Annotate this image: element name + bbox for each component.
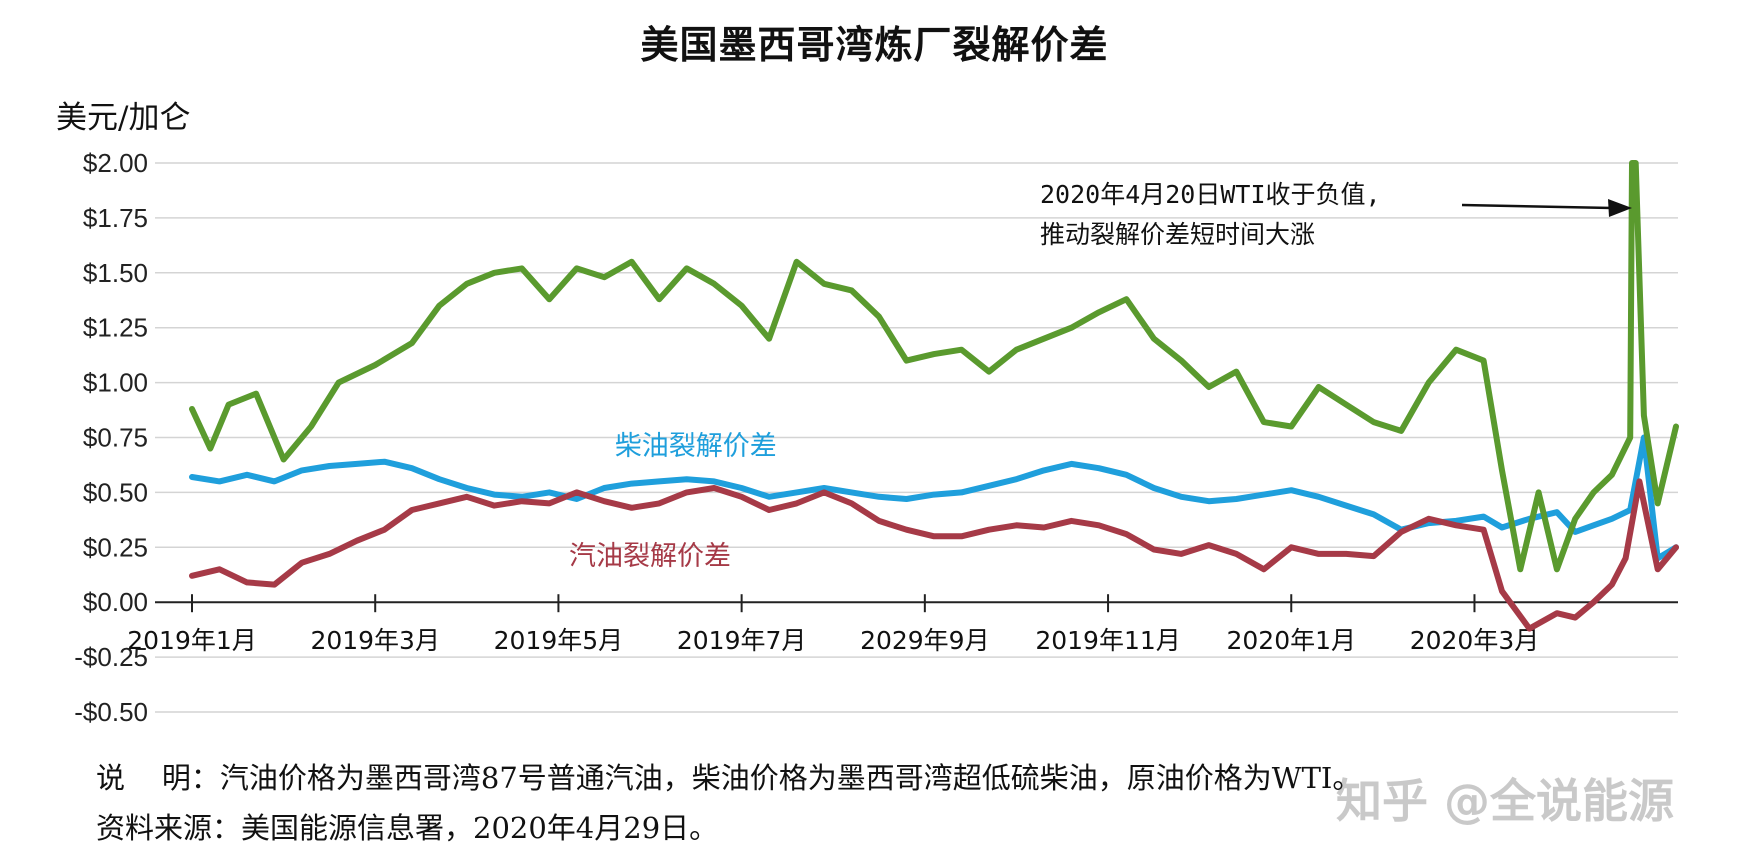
series-line-原油裂解价差 xyxy=(189,160,1679,573)
diesel-series-label: 柴油裂解价差 xyxy=(615,431,777,462)
y-tick-label: $1.75 xyxy=(83,203,148,233)
x-tick-label: 2019年7月 xyxy=(677,626,807,655)
x-tick-label: 2019年1月 xyxy=(127,626,257,655)
x-axis: 2019年1月 2019年3月 2019年5月 2019年7月 2029年9月 2019年… xyxy=(127,594,1678,655)
y-tick-label: $0.00 xyxy=(83,587,148,617)
series-line-柴油裂解价差 xyxy=(189,434,1679,562)
annotation-line-1: 2020年4月20日WTI收于负值, xyxy=(1040,180,1381,209)
gridlines xyxy=(155,162,1678,713)
x-tick-label: 2019年11月 xyxy=(1035,626,1180,655)
y-tick-label: -$0.25 xyxy=(74,642,148,672)
y-tick-label: $2.00 xyxy=(83,148,148,178)
series-lines xyxy=(189,160,1679,632)
chart-title: 美国墨西哥湾炼厂裂解价差 xyxy=(640,23,1109,67)
annotation-arrow-head xyxy=(1608,199,1632,217)
y-tick-label: $0.50 xyxy=(83,477,148,507)
y-tick-label: $0.75 xyxy=(83,423,148,453)
series-line-汽油裂解价差 xyxy=(189,478,1679,632)
y-tick-label: $1.25 xyxy=(83,313,148,343)
x-tick-label: 2020年1月 xyxy=(1226,626,1356,655)
x-tick-label: 2019年3月 xyxy=(310,626,440,655)
x-tick-label: 2029年9月 xyxy=(860,626,990,655)
gasoline-series-label: 汽油裂解价差 xyxy=(569,541,731,572)
watermark: 知乎 @全说能源 xyxy=(1336,774,1675,828)
y-tick-label: $1.50 xyxy=(83,258,148,288)
y-axis-unit-label: 美元/加仑 xyxy=(56,100,191,136)
x-tick-label: 2020年3月 xyxy=(1410,626,1540,655)
annotation-line-2: 推动裂解价差短时间大涨 xyxy=(1040,220,1315,249)
y-tick-labels: $2.00 $1.75 $1.50 $1.25 $1.00 $0.75 $0.50 $0.25… xyxy=(74,148,148,727)
footnote-description: 说 明：汽油价格为墨西哥湾87号普通汽油，柴油价格为墨西哥湾超低硫柴油，原油价格… xyxy=(96,761,1362,795)
annotation-arrow-line xyxy=(1461,203,1613,210)
annotation: 2020年4月20日WTI收于负值, 推动裂解价差短时间大涨 xyxy=(1040,180,1632,249)
y-tick-label: -$0.50 xyxy=(74,697,148,727)
footnote-source: 资料来源：美国能源信息署，2020年4月29日。 xyxy=(96,811,719,845)
x-tick-label: 2019年5月 xyxy=(494,626,624,655)
y-tick-label: $1.00 xyxy=(83,368,148,398)
y-tick-label: $0.25 xyxy=(83,532,148,562)
